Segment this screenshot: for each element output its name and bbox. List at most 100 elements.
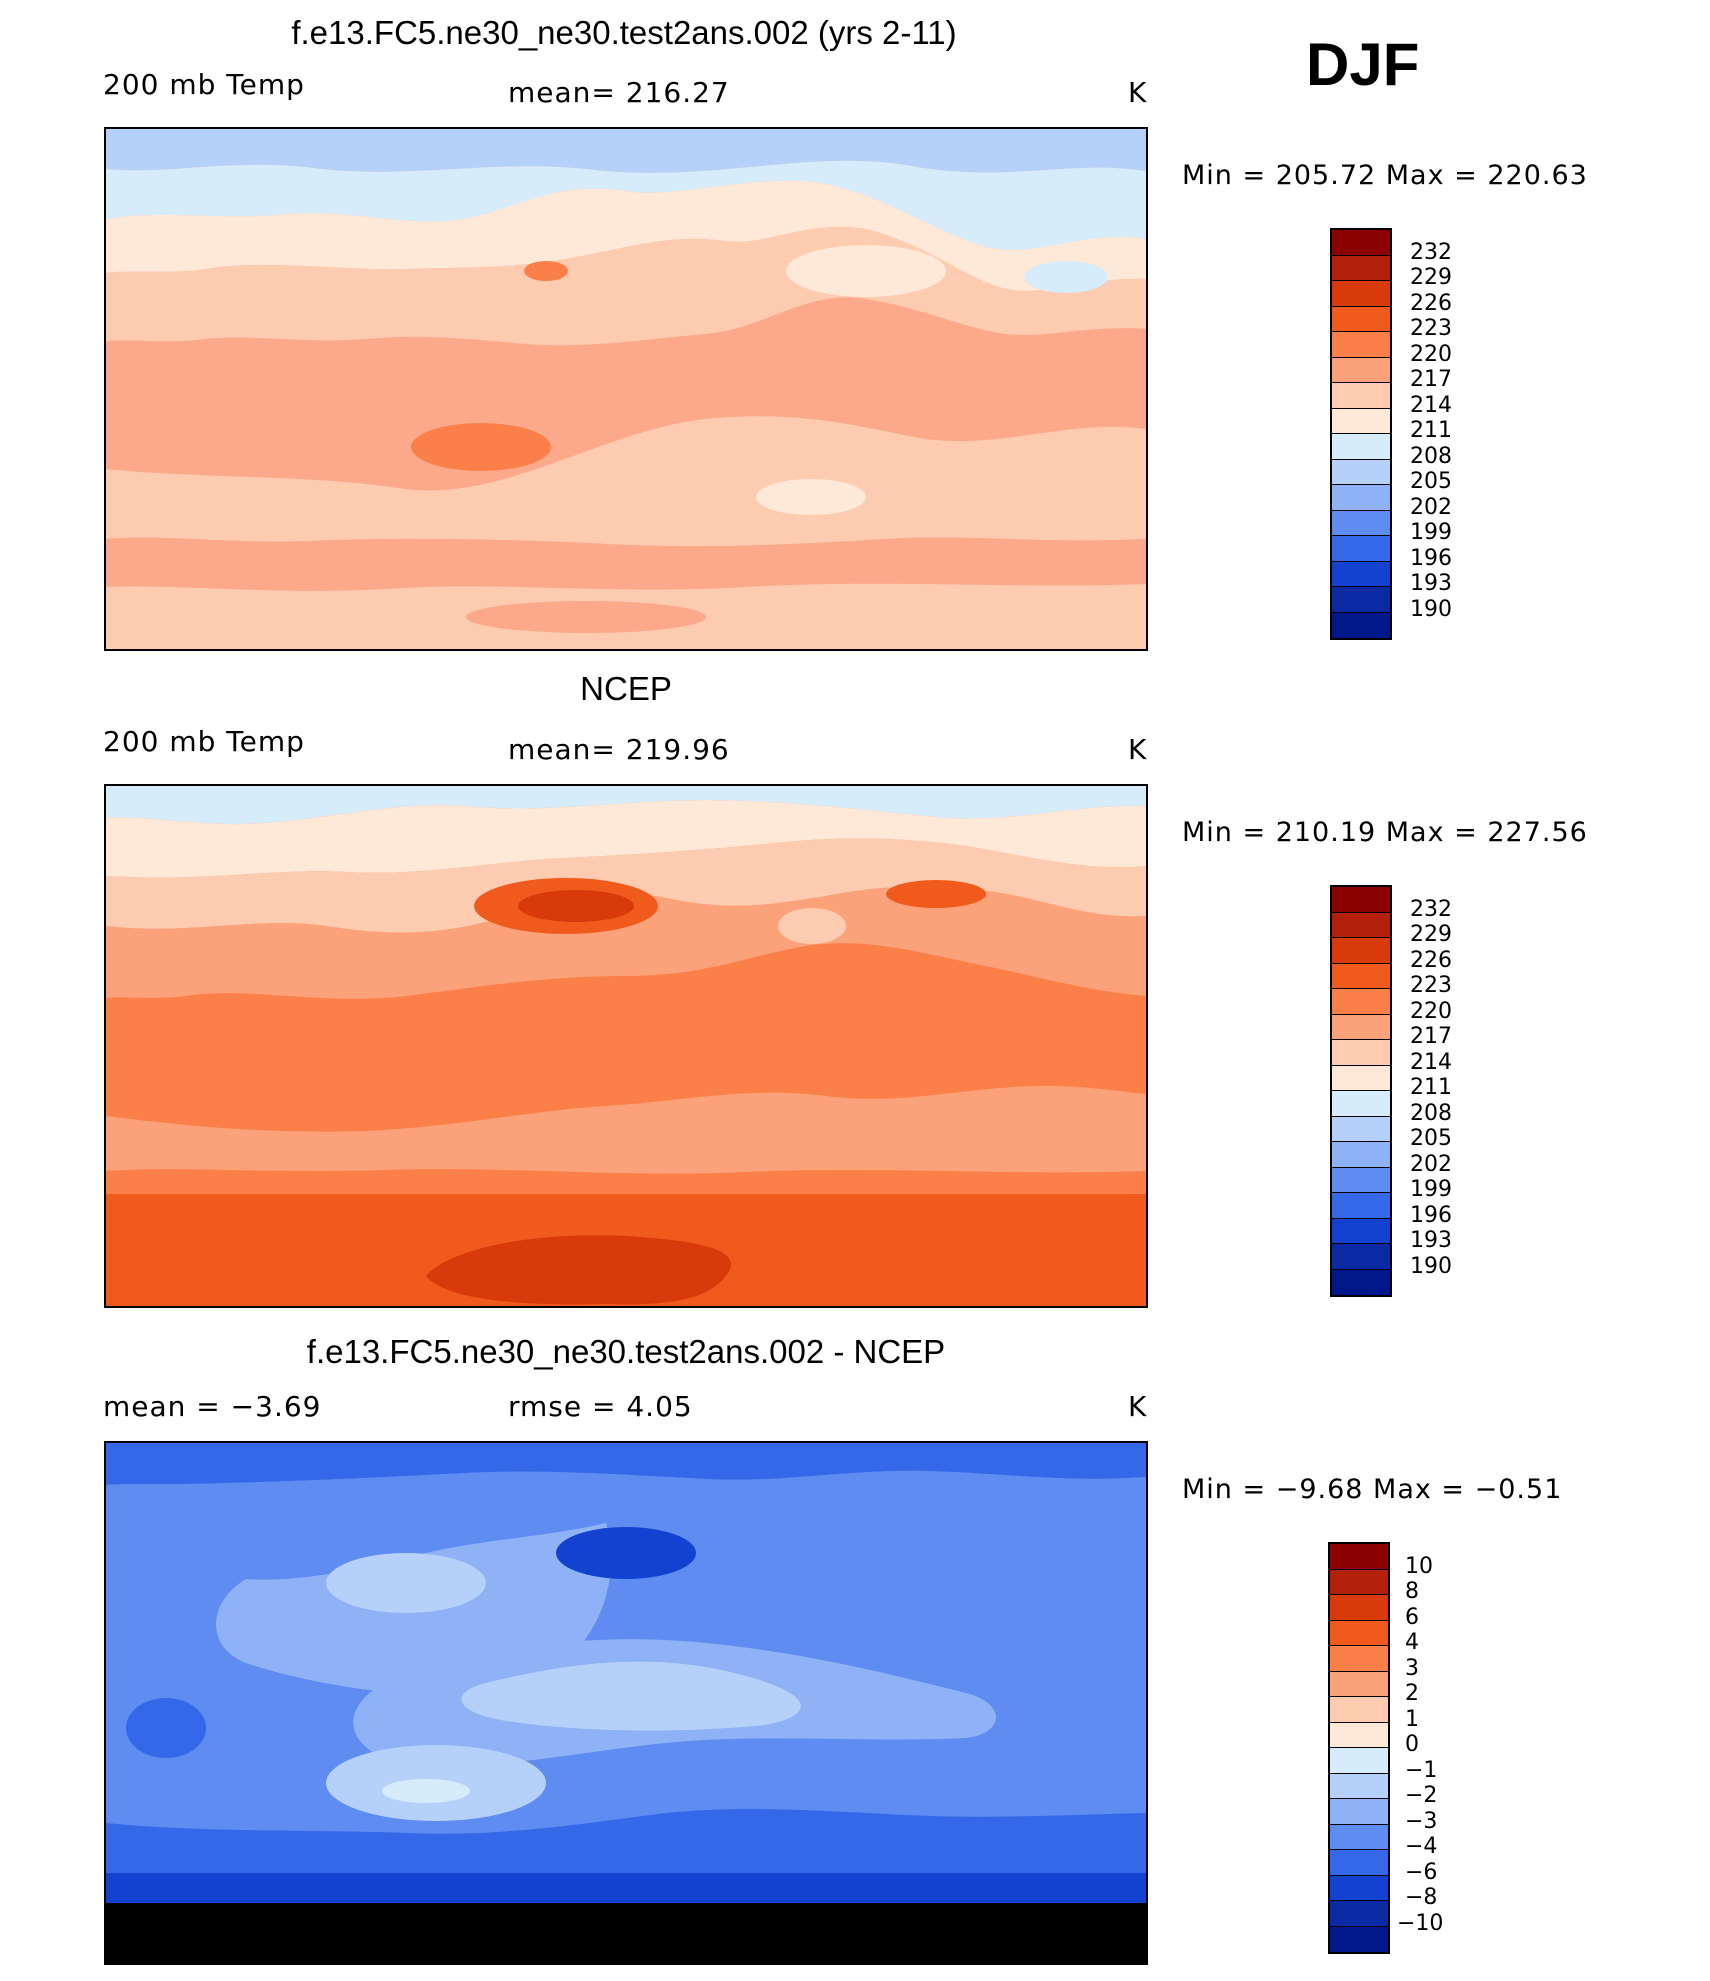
colorbar-swatch	[1332, 587, 1390, 613]
colorbar-tick-label: 205	[1410, 469, 1452, 494]
colorbar-swatch	[1332, 1040, 1390, 1066]
colorbar-tick-label: −8	[1405, 1885, 1438, 1910]
panel-3-colorbar-labels: 10 8 6 4 3 2 1 0 −1 −2 −3 −4 −6 −8 −10	[1397, 1542, 1485, 1954]
panel-1-colorbar-labels: 232 229 226 223 220 217 214 211 208 205 202 199 196 1…	[1410, 228, 1490, 640]
colorbar-tick-label: 190	[1410, 1253, 1452, 1279]
panel-2-variable-label: 200 mb Temp	[103, 725, 305, 758]
panel-1-units: K	[1128, 76, 1148, 109]
colorbar-swatch	[1332, 1142, 1390, 1168]
panel-2-blob-hudson	[886, 880, 986, 908]
colorbar-swatch	[1330, 1875, 1388, 1901]
panel-1-variable-label: 200 mb Temp	[103, 68, 305, 101]
panel-3-blob-atlantic	[986, 1583, 1146, 1703]
panel-3-blob-australia-2	[382, 1779, 470, 1803]
panel-1-title: f.e13.FC5.ne30_ne30.test2ans.002 (yrs 2-…	[291, 14, 957, 51]
colorbar-tick-label: 226	[1410, 947, 1452, 973]
colorbar-tick-label: 211	[1410, 1075, 1452, 1100]
panel-2-mean-label: mean= 219.96	[508, 733, 730, 766]
colorbar-swatch	[1332, 510, 1390, 536]
colorbar-swatch	[1330, 1799, 1388, 1825]
colorbar-swatch	[1330, 1850, 1388, 1876]
colorbar-swatch	[1332, 561, 1390, 587]
colorbar-swatch	[1330, 1595, 1388, 1621]
panel-1-band-217-south	[106, 537, 1146, 591]
colorbar-swatch	[1332, 1193, 1390, 1219]
panel-1-blob-japan	[524, 261, 568, 281]
colorbar-tick-label: −1	[1405, 1757, 1438, 1783]
colorbar-tick-label: 229	[1410, 265, 1452, 290]
panel-3-band-south-6	[106, 1809, 1146, 1873]
colorbar-swatch	[1330, 1544, 1388, 1570]
panel-1-band-208	[106, 160, 1146, 250]
panel-2-title: NCEP	[580, 670, 672, 707]
panel-2-colorbar	[1330, 885, 1392, 1297]
panel-3-map	[104, 1441, 1148, 1965]
panel-2-minmax: Min = 210.19 Max = 227.56	[1182, 817, 1588, 848]
colorbar-tick-label: 199	[1410, 520, 1452, 545]
colorbar-tick-label: −2	[1405, 1783, 1438, 1808]
panel-2-band-217	[106, 887, 1146, 999]
colorbar-tick-label: 1	[1405, 1706, 1419, 1732]
panel-1-map	[104, 127, 1148, 651]
panel-1-band-211-north	[106, 180, 1146, 291]
colorbar-tick-label: 205	[1410, 1126, 1452, 1151]
colorbar-swatch	[1330, 1926, 1388, 1952]
panel-3-blob-africa	[126, 1698, 206, 1758]
panel-1-band-214-south	[106, 416, 1146, 547]
colorbar-swatch	[1332, 281, 1390, 307]
colorbar-swatch	[1330, 1620, 1388, 1646]
colorbar-tick-label: 0	[1405, 1732, 1419, 1757]
colorbar-swatch	[1332, 887, 1390, 913]
colorbar-tick-label: 6	[1405, 1604, 1419, 1630]
colorbar-swatch	[1332, 306, 1390, 332]
colorbar-tick-label: 232	[1410, 896, 1452, 922]
panel-2-blob-kuroshio-2	[518, 890, 634, 922]
colorbar-tick-label: 193	[1410, 571, 1452, 596]
colorbar-tick-label: 229	[1410, 922, 1452, 947]
colorbar-tick-label: −4	[1405, 1834, 1438, 1859]
colorbar-swatch	[1330, 1671, 1388, 1697]
colorbar-swatch	[1332, 1091, 1390, 1117]
colorbar-swatch	[1332, 357, 1390, 383]
panel-3-band-south-8	[106, 1873, 1146, 1903]
colorbar-swatch	[1332, 912, 1390, 938]
panel-1-blob-australia	[411, 423, 551, 471]
colorbar-tick-label: −3	[1405, 1808, 1438, 1834]
colorbar-swatch	[1332, 1167, 1390, 1193]
panel-1-blob-south-pacific	[756, 479, 866, 515]
colorbar-swatch	[1332, 963, 1390, 989]
panel-3-field	[106, 1443, 1146, 1963]
colorbar-tick-label: 220	[1410, 341, 1452, 367]
colorbar-swatch	[1332, 459, 1390, 485]
panel-2-blob-eastpac	[778, 908, 846, 944]
colorbar-swatch	[1330, 1748, 1388, 1774]
panel-1-blob-atlantic	[1024, 261, 1108, 293]
colorbar-swatch	[1332, 383, 1390, 409]
colorbar-tick-label: 232	[1410, 239, 1452, 265]
panel-1-blob-pacific-east	[786, 245, 946, 297]
colorbar-swatch	[1332, 1116, 1390, 1142]
colorbar-swatch	[1332, 938, 1390, 964]
colorbar-swatch	[1332, 408, 1390, 434]
panel-2-map	[104, 784, 1148, 1308]
colorbar-tick-label: 214	[1410, 1049, 1452, 1075]
panel-3-blob-central-asia	[326, 1553, 486, 1613]
colorbar-swatch	[1332, 1269, 1390, 1295]
panel-2-band-226-polar	[426, 1235, 732, 1305]
colorbar-swatch	[1330, 1697, 1388, 1723]
colorbar-tick-label: 3	[1405, 1655, 1419, 1681]
panel-2-colorbar-labels: 232 229 226 223 220 217 214 211 208 205 202 199 196 1…	[1410, 885, 1490, 1297]
panel-3-title: f.e13.FC5.ne30_ne30.test2ans.002 - NCEP	[306, 1333, 946, 1370]
panel-1-blob-antarctic	[466, 601, 706, 633]
colorbar-swatch	[1330, 1722, 1388, 1748]
colorbar-swatch	[1332, 1218, 1390, 1244]
panel-3-band-tropics-2	[461, 1661, 801, 1731]
colorbar-tick-label: 202	[1410, 1151, 1452, 1177]
colorbar-swatch	[1332, 536, 1390, 562]
colorbar-tick-label: 10	[1405, 1553, 1433, 1579]
colorbar-tick-label: 202	[1410, 494, 1452, 520]
colorbar-swatch	[1332, 230, 1390, 256]
colorbar-swatch	[1332, 255, 1390, 281]
colorbar-tick-label: 4	[1405, 1630, 1419, 1655]
colorbar-swatch	[1330, 1824, 1388, 1850]
